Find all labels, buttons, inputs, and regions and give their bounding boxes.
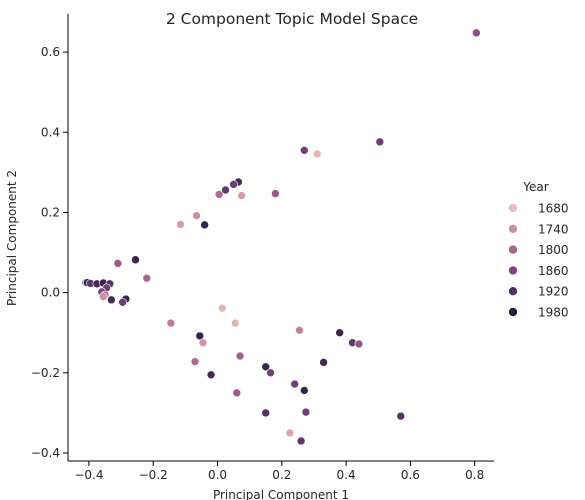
x-tick-label: −0.4 — [74, 468, 103, 482]
x-tick-label: −0.2 — [139, 468, 168, 482]
legend-marker — [508, 203, 518, 213]
data-point — [301, 407, 311, 417]
x-tick-label: 0.2 — [272, 468, 291, 482]
data-point — [354, 339, 364, 349]
data-point — [218, 303, 227, 313]
y-tick-label: 0.4 — [41, 125, 60, 139]
data-point — [396, 411, 406, 421]
data-point — [107, 295, 116, 305]
axes: −0.4 −0.2 0.0 0.2 0.4 0.6 0.8 −0.4 −0.2 0.0 0.2 0.4… — [31, 14, 494, 482]
plot-area — [81, 28, 481, 446]
y-tick-label: 0.2 — [41, 205, 60, 219]
data-point — [312, 149, 322, 159]
y-tick-label: 0.6 — [41, 45, 60, 59]
data-point — [131, 255, 140, 265]
data-point — [235, 351, 245, 361]
x-axis-label: Principal Component 1 — [213, 488, 349, 500]
data-point — [190, 357, 200, 366]
data-point — [285, 428, 295, 438]
data-point — [472, 28, 481, 38]
data-point — [200, 220, 209, 230]
y-axis-label: Principal Component 2 — [5, 170, 19, 306]
y-tick-label: −0.2 — [31, 366, 60, 380]
data-point — [176, 220, 185, 229]
x-tick-label: 0.4 — [337, 468, 356, 482]
legend-marker — [508, 265, 518, 276]
data-point — [113, 259, 123, 268]
data-point — [290, 379, 299, 389]
x-tick-label: 0.8 — [465, 468, 484, 482]
x-tick-label: 0.6 — [401, 468, 420, 482]
data-point — [230, 318, 240, 328]
data-point — [192, 211, 201, 220]
data-point — [375, 137, 385, 147]
data-point — [229, 180, 238, 189]
legend-label: 1980 — [538, 306, 569, 320]
data-point — [295, 326, 304, 335]
data-point — [214, 190, 224, 199]
data-point — [237, 191, 246, 200]
data-point — [166, 318, 176, 328]
data-point — [261, 362, 271, 372]
data-point — [335, 328, 344, 338]
legend-label: 1920 — [538, 285, 569, 299]
legend-label: 1860 — [538, 264, 569, 278]
chart-title: 2 Component Topic Model Space — [166, 10, 418, 28]
data-point — [206, 370, 216, 380]
legend-marker — [508, 286, 518, 297]
legend-marker — [508, 244, 518, 255]
data-point — [221, 185, 230, 195]
legend-label: 1740 — [538, 222, 569, 236]
data-point — [300, 146, 309, 155]
legend-label: 1680 — [538, 202, 569, 216]
data-point — [142, 273, 152, 283]
legend-label: 1800 — [538, 243, 569, 257]
data-point — [261, 408, 271, 418]
data-point — [300, 386, 309, 395]
data-point — [271, 189, 280, 198]
y-tick-label: 0.0 — [41, 286, 60, 300]
data-point — [319, 358, 328, 367]
data-point — [266, 368, 275, 378]
legend-marker — [508, 307, 518, 317]
legend-marker — [508, 224, 518, 234]
legend-title: Year — [522, 180, 548, 194]
legend: Year 1680 1740 1800 1860 1920 1980 — [508, 180, 569, 320]
y-tick-label: −0.4 — [31, 446, 60, 460]
data-point — [118, 297, 127, 307]
data-point — [232, 388, 242, 398]
x-tick-label: 0.0 — [208, 468, 227, 482]
data-point — [99, 292, 108, 301]
data-point — [296, 436, 306, 446]
data-point — [198, 338, 208, 348]
